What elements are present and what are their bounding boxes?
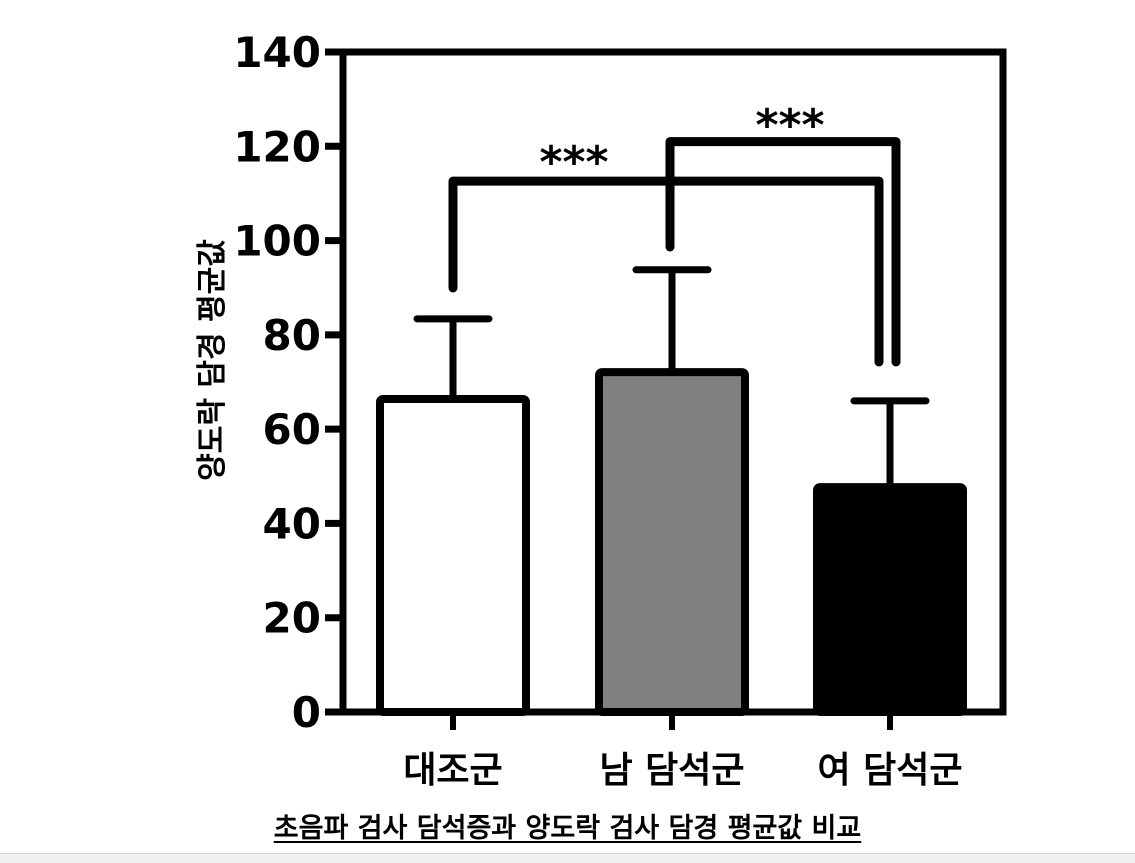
x-axis-category-labels: 대조군 남 담석군 여 담석군 [403, 750, 962, 791]
x-tick-label: 대조군 [403, 750, 502, 791]
caption-text: 초음파 검사 담석증과 양도락 검사 담경 평균값 비교 [273, 813, 862, 844]
x-axis-ticks [450, 712, 893, 730]
significance-brackets: *** *** [448, 100, 901, 367]
significance-label: *** [539, 137, 608, 188]
y-tick-label: 40 [263, 499, 321, 548]
y-tick-label: 80 [263, 311, 321, 360]
x-tick-label: 여 담석군 [817, 750, 962, 791]
y-tick-label: 20 [263, 594, 321, 643]
bar-2 [595, 368, 749, 716]
y-axis-tick-labels: 0 20 40 60 80 100 120 140 [233, 28, 321, 737]
error-bars [413, 266, 930, 488]
figure-caption: 초음파 검사 담석증과 양도락 검사 담경 평균값 비교 [0, 806, 1135, 845]
y-tick-label: 0 [292, 688, 321, 737]
y-tick-label: 100 [233, 217, 321, 266]
y-axis-title: 양도락 담경 평균값 [195, 239, 230, 481]
x-tick-label: 남 담석군 [599, 750, 744, 791]
bar-3 [813, 483, 967, 716]
y-tick-label: 140 [233, 28, 321, 77]
y-tick-label: 120 [233, 122, 321, 171]
y-tick-label: 60 [263, 405, 321, 454]
y-axis-ticks [325, 48, 343, 716]
bars [376, 368, 967, 716]
bar-1 [376, 394, 530, 716]
significance-bracket [665, 137, 901, 367]
bottom-border-strip [0, 853, 1135, 863]
significance-label: *** [755, 100, 824, 151]
